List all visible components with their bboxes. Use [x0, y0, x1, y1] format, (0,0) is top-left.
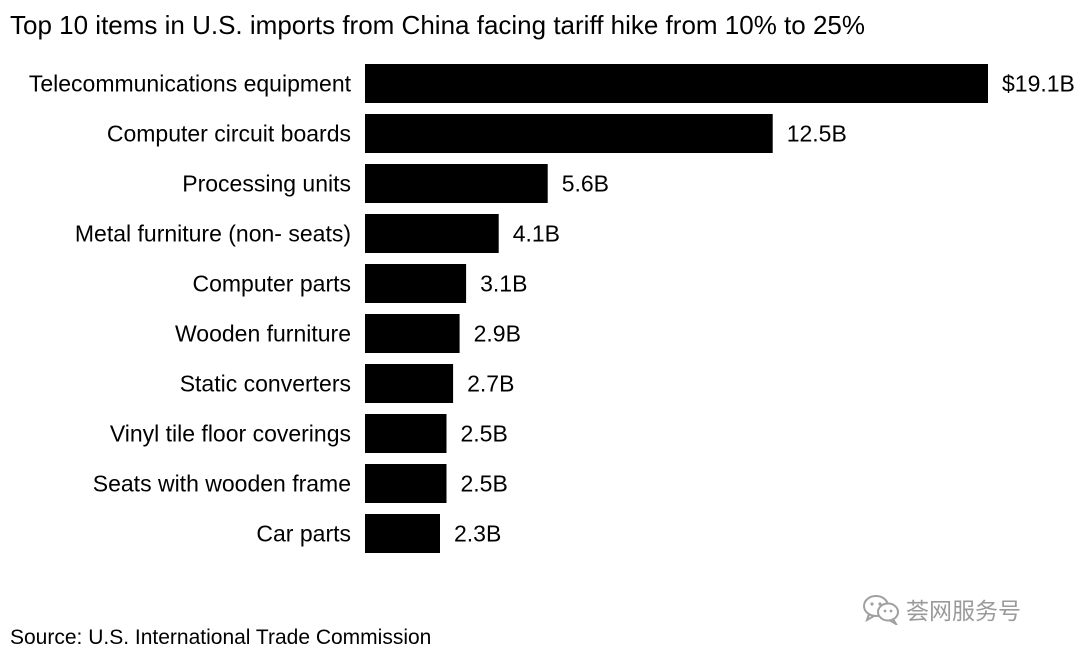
value-label: 2.5B: [461, 421, 508, 447]
wechat-icon: [863, 595, 899, 625]
category-label: Static converters: [180, 371, 351, 397]
watermark-text: 荟网服务号: [906, 598, 1021, 624]
category-label: Wooden furniture: [175, 321, 351, 347]
source-note: Source: U.S. International Trade Commiss…: [10, 626, 432, 649]
value-label: 2.3B: [454, 521, 501, 547]
bar: [365, 214, 499, 253]
category-label: Computer parts: [192, 271, 351, 297]
bar: [365, 264, 467, 303]
bar: [365, 164, 548, 203]
category-label: Computer circuit boards: [107, 121, 351, 147]
bar: [365, 314, 460, 353]
value-label: 2.9B: [474, 321, 521, 347]
value-label: 3.1B: [480, 271, 527, 297]
value-label: $19.1B: [1002, 71, 1075, 97]
watermark: 荟网服务号: [862, 592, 1021, 626]
bars-layer: Telecommunications equipment $19.1B Comput…: [29, 64, 1075, 553]
chart-title: Top 10 items in U.S. imports from China …: [10, 10, 865, 40]
category-label: Telecommunications equipment: [29, 71, 352, 97]
bar: [365, 514, 440, 553]
bar: [365, 114, 773, 153]
value-label: 2.7B: [467, 371, 514, 397]
bar-chart: Telecommunications equipment $19.1B Comput…: [29, 64, 1075, 553]
bar: [365, 464, 447, 503]
bar: [365, 364, 454, 403]
bar: [365, 64, 988, 103]
category-label: Seats with wooden frame: [93, 471, 351, 497]
category-label: Car parts: [256, 521, 351, 547]
category-label: Metal furniture (non- seats): [75, 221, 351, 247]
value-label: 2.5B: [461, 471, 508, 497]
category-label: Vinyl tile floor coverings: [110, 421, 351, 447]
category-label: Processing units: [182, 171, 351, 197]
bar: [365, 414, 447, 453]
value-label: 12.5B: [787, 121, 847, 147]
value-label: 4.1B: [513, 221, 560, 247]
value-label: 5.6B: [562, 171, 609, 197]
